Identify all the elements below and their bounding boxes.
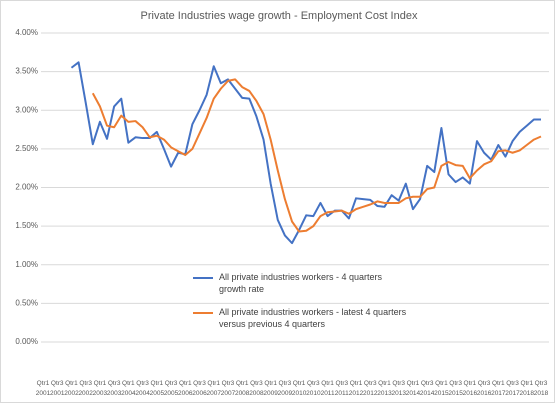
- x-tick-label: Qtr1 2017: [491, 380, 506, 397]
- y-tick-label: 3.00%: [15, 105, 38, 114]
- x-tick-label: Qtr1 2005: [150, 380, 165, 397]
- x-tick-label: Qtr3 2014: [420, 380, 435, 397]
- legend-item: All private industries workers - 4 quart…: [193, 271, 408, 295]
- x-tick-label: Qtr3 2016: [477, 380, 492, 397]
- x-tick-label: Qtr1 2012: [349, 380, 364, 397]
- y-tick-label: 4.00%: [15, 28, 38, 37]
- x-tick-label: Qtr3 2008: [249, 380, 264, 397]
- y-tick-label: 2.50%: [15, 144, 38, 153]
- x-tick-label: Qtr1 2001: [36, 380, 51, 397]
- x-tick-label: Qtr1 2014: [406, 380, 421, 397]
- x-tick-label: Qtr3 2002: [78, 380, 93, 397]
- x-tick-label: Qtr1 2008: [235, 380, 250, 397]
- x-tick-label: Qtr1 2010: [292, 380, 307, 397]
- series-line: [70, 61, 541, 245]
- chart-title: Private Industries wage growth - Employm…: [141, 10, 418, 22]
- x-tick-label: Qtr1 2013: [377, 380, 392, 397]
- x-tick-label: Qtr3 2011: [335, 380, 349, 397]
- y-tick-label: 0.00%: [15, 337, 38, 346]
- x-tick-label: Qtr1 2003: [93, 380, 108, 397]
- x-tick-label: Qtr3 2006: [192, 380, 207, 397]
- y-tick-label: 0.50%: [15, 298, 38, 307]
- x-tick-label: Qtr1 2009: [263, 380, 278, 397]
- x-tick-label: Qtr3 2007: [221, 380, 236, 397]
- legend-swatch: [193, 277, 213, 279]
- legend-item: All private industries workers - latest …: [193, 306, 408, 330]
- x-tick-label: Qtr1 2007: [207, 380, 222, 397]
- legend-swatch: [193, 312, 213, 314]
- x-tick-label: Qtr1 2015: [434, 380, 449, 397]
- x-tick-label: Qtr3 2004: [135, 380, 150, 397]
- x-tick-label: Qtr3 2017: [505, 380, 520, 397]
- x-tick-label: Qtr3 2010: [306, 380, 321, 397]
- x-tick-label: Qtr3 2013: [391, 380, 406, 397]
- y-tick-label: 2.00%: [15, 183, 38, 192]
- legend: All private industries workers - 4 quart…: [193, 271, 408, 341]
- x-tick-label: Qtr3 2018: [534, 380, 549, 397]
- legend-label: All private industries workers - latest …: [219, 307, 407, 329]
- series-line: [91, 78, 542, 233]
- x-tick-label: Qtr3 2005: [164, 380, 179, 397]
- x-tick-label: Qtr1 2004: [121, 380, 136, 397]
- y-tick-label: 1.50%: [15, 221, 38, 230]
- x-tick-label: Qtr1 2011: [321, 380, 335, 397]
- x-tick-label: Qtr1 2016: [463, 380, 478, 397]
- x-tick-label: Qtr3 2015: [448, 380, 463, 397]
- x-tick-label: Qtr3 2012: [363, 380, 378, 397]
- x-tick-label: Qtr3 2003: [107, 380, 122, 397]
- x-tick-label: Qtr1 2002: [64, 380, 79, 397]
- x-tick-label: Qtr3 2009: [278, 380, 293, 397]
- y-tick-label: 3.50%: [15, 67, 38, 76]
- x-tick-label: Qtr1 2006: [178, 380, 193, 397]
- x-tick-label: Qtr1 2018: [520, 380, 535, 397]
- y-tick-label: 1.00%: [15, 260, 38, 269]
- x-tick-label: Qtr3 2001: [50, 380, 65, 397]
- legend-label: All private industries workers - 4 quart…: [219, 272, 383, 294]
